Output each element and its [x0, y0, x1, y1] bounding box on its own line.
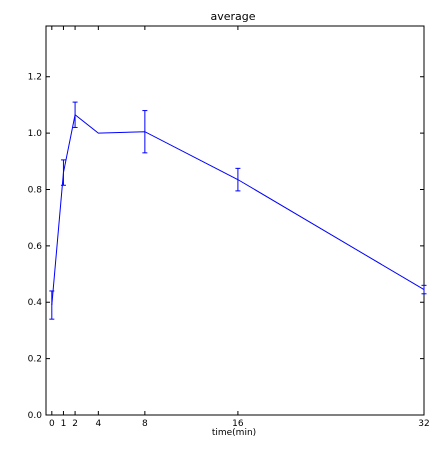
y-tick-label: 0.4 [28, 298, 43, 308]
chart-title: average [210, 10, 255, 23]
series-lines [51, 113, 425, 306]
y-tick-label: 1.0 [28, 129, 43, 139]
x-tick-label: 1 [61, 419, 67, 429]
y-tick-label: 0.2 [28, 355, 42, 365]
y-tick-label: 0.6 [28, 242, 43, 252]
x-tick-label: 2 [72, 419, 78, 429]
y-tick-label: 0.8 [28, 185, 43, 195]
y-tick-label: 1.2 [28, 73, 42, 83]
series-line-0 [51, 113, 425, 306]
y-axis: 0.0 0.2 0.4 0.6 0.8 1.0 1.2 [28, 73, 424, 421]
x-tick-label: 16 [232, 419, 244, 429]
x-tick-label: 0 [49, 419, 55, 429]
x-tick-label: 32 [418, 419, 429, 429]
x-axis: 0 1 2 4 8 16 32 [49, 26, 430, 429]
y-tick-label: 0.0 [28, 411, 43, 421]
x-axis-label: time(min) [212, 428, 256, 438]
x-tick-label: 4 [95, 419, 101, 429]
error-bars [49, 101, 427, 320]
plot-frame [45, 25, 425, 416]
x-tick-label: 8 [142, 419, 148, 429]
